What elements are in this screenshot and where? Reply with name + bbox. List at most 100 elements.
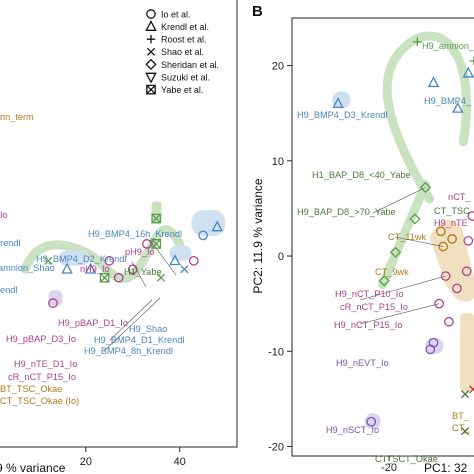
data-point: [48, 298, 58, 308]
data-point: [425, 344, 436, 355]
y-tick-label: 10: [272, 156, 284, 168]
y-tick-label: -10: [268, 346, 284, 358]
point-label: H9_pBAP_D3_Io: [6, 334, 76, 344]
point-label: H9_nCT_P15_Io: [334, 320, 402, 330]
legend-label: Roost et al.: [161, 35, 207, 45]
trajectory-path-a: [20, 225, 185, 283]
data-point: [151, 239, 162, 249]
data-point: [452, 101, 464, 113]
point-label: CT_: [452, 423, 470, 433]
legend: Io et al. Krendl et al. Roost et al. Shao e…: [145, 9, 219, 95]
data-point: [180, 265, 189, 274]
data-point: [435, 226, 446, 237]
y-axis-label: PC2: 11.9 % variance: [251, 178, 265, 293]
point-label: H9_BMP4_8h_Krendl: [84, 346, 173, 356]
leader-line: [149, 239, 177, 276]
data-point: [389, 246, 402, 258]
point-label: CT_TSC_Okae (Io): [0, 396, 79, 406]
point-label: H9_BMP4_D3_Krendl: [297, 110, 387, 120]
cluster-blob: [59, 250, 90, 266]
data-point: [444, 316, 454, 327]
data-point: [434, 298, 445, 309]
legend-label: Sheridan et al.: [161, 60, 219, 70]
data-point: [332, 97, 344, 109]
data-point: [366, 416, 377, 427]
legend-label: Io et al.: [161, 9, 191, 19]
data-point: [44, 256, 53, 265]
point-label: nCT_: [448, 192, 471, 202]
point-label: H9_pBAP_D1_Io: [58, 318, 128, 328]
point-label: H9_BAP_D8_>70_Yabe: [297, 207, 396, 217]
point-label: H9_amnion_S: [422, 41, 474, 51]
legend-symbol: [146, 47, 156, 56]
legend-symbol: [146, 35, 156, 44]
point-label: H9_nCT_P10_Io: [335, 289, 403, 299]
data-point: [462, 66, 474, 78]
point-label: nH9_Io: [80, 264, 110, 274]
leader-line: [359, 275, 446, 301]
leader-line: [131, 261, 147, 288]
x-tick-label: -20: [381, 462, 397, 474]
point-label: H9_BMP4_16h_Krendl: [88, 229, 182, 239]
cluster-blob: [332, 91, 351, 109]
cluster-blob: [191, 210, 226, 237]
leader-line: [394, 236, 444, 247]
data-point: [447, 234, 457, 244]
panel-letter: B: [252, 3, 263, 20]
data-point: [113, 272, 124, 283]
point-label: H1_BAP_D8_<40_Yabe: [312, 170, 411, 180]
data-point: [452, 283, 462, 294]
trajectory-path-b: [382, 31, 471, 204]
legend-symbol: [146, 9, 156, 19]
data-point: [461, 266, 472, 277]
point-label: H9_nTE: [434, 218, 468, 228]
point-label: Io: [0, 210, 8, 220]
point-label: amnion_Shao: [0, 263, 55, 273]
point-label: CT_SCT_Okae: [375, 454, 438, 464]
data-point: [419, 181, 432, 194]
data-point: [409, 213, 421, 225]
data-point: [463, 235, 474, 246]
point-label: Krendl: [0, 238, 21, 248]
trajectory-path-b2: [378, 180, 430, 290]
point-label: H9_BMP4_: [424, 96, 472, 106]
point-label: BT_: [452, 411, 470, 421]
cluster-blob: [169, 245, 192, 261]
data-point: [461, 427, 470, 436]
point-label: H9_BMP4_D1_Krendl: [94, 335, 184, 345]
point-label: H9_BMP4_D2_Krendl: [36, 254, 126, 264]
panel-a-frame: [0, 0, 238, 448]
cluster-blob: [151, 201, 162, 224]
data-point: [440, 271, 451, 281]
data-point: [156, 273, 165, 282]
point-label: cR_nCT_P15_Io: [8, 372, 76, 382]
data-point: [61, 262, 73, 274]
data-point: [169, 254, 181, 266]
legend-symbol: [145, 20, 157, 31]
leader-line: [109, 299, 153, 341]
point-label: nn_term: [0, 112, 34, 122]
y-tick-label: 20: [272, 61, 284, 73]
point-label: pH9_Io: [125, 247, 155, 257]
data-point: [469, 385, 474, 394]
x-tick-label: 20: [80, 456, 92, 468]
leader-line: [372, 187, 426, 214]
data-point: [84, 262, 97, 274]
legend-label: Shao et al.: [161, 47, 204, 57]
x-axis-label: PC1: 32: [424, 461, 468, 474]
panel-b-frame: [291, 17, 474, 457]
cluster-blob: [48, 290, 63, 306]
data-point: [461, 390, 470, 399]
legend-symbol: [145, 72, 157, 84]
data-point: [104, 255, 115, 266]
data-point: [467, 211, 474, 221]
data-point: [188, 255, 199, 266]
leader-line: [103, 297, 161, 352]
point-label: rendl: [0, 285, 17, 295]
point-label: CT_9wk: [375, 267, 409, 277]
data-point: [211, 220, 224, 232]
leader-line: [359, 303, 440, 325]
data-point: [127, 264, 138, 275]
data-point: [469, 56, 474, 66]
